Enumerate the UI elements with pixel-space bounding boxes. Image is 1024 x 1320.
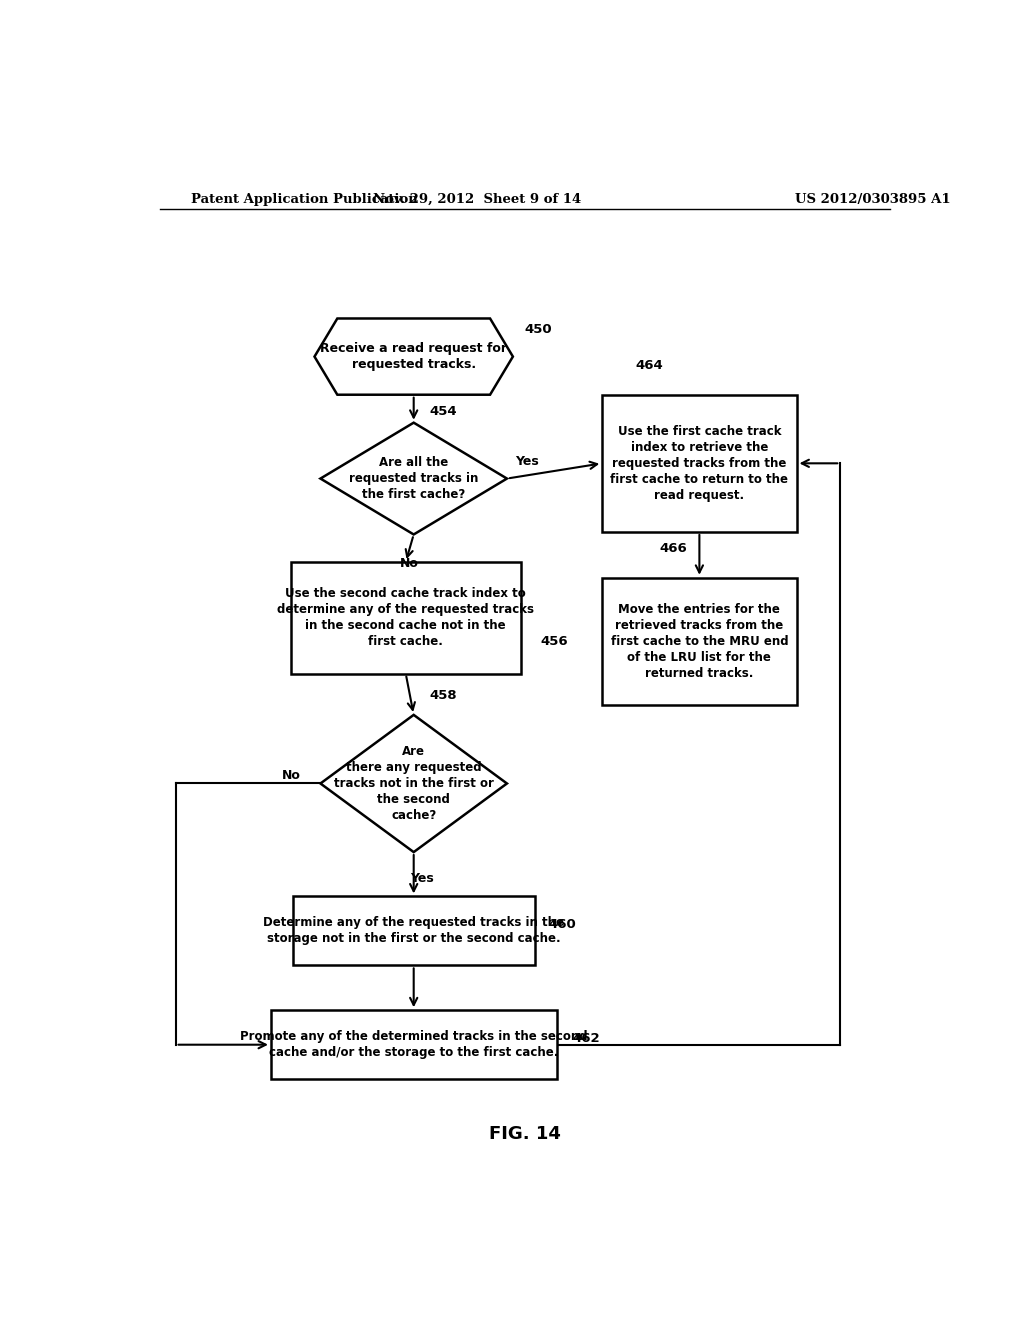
Polygon shape xyxy=(321,715,507,853)
Text: Nov. 29, 2012  Sheet 9 of 14: Nov. 29, 2012 Sheet 9 of 14 xyxy=(373,193,582,206)
Text: Use the first cache track
index to retrieve the
requested tracks from the
first : Use the first cache track index to retri… xyxy=(610,425,788,502)
Text: Patent Application Publication: Patent Application Publication xyxy=(191,193,418,206)
Text: Receive a read request for
requested tracks.: Receive a read request for requested tra… xyxy=(321,342,507,371)
Text: FIG. 14: FIG. 14 xyxy=(488,1125,561,1143)
Text: US 2012/0303895 A1: US 2012/0303895 A1 xyxy=(795,193,950,206)
Text: Move the entries for the
retrieved tracks from the
first cache to the MRU end
of: Move the entries for the retrieved track… xyxy=(610,603,788,680)
Text: Determine any of the requested tracks in the
storage not in the first or the sec: Determine any of the requested tracks in… xyxy=(263,916,564,945)
Text: Are all the
requested tracks in
the first cache?: Are all the requested tracks in the firs… xyxy=(349,457,478,502)
Text: 456: 456 xyxy=(541,635,568,648)
Polygon shape xyxy=(321,422,507,535)
Text: 454: 454 xyxy=(430,405,457,417)
Text: 464: 464 xyxy=(636,359,664,372)
Text: Yes: Yes xyxy=(410,873,433,886)
Text: No: No xyxy=(282,768,301,781)
FancyBboxPatch shape xyxy=(270,1010,557,1080)
Text: No: No xyxy=(400,557,419,570)
FancyBboxPatch shape xyxy=(602,395,797,532)
FancyBboxPatch shape xyxy=(291,562,521,673)
Text: 460: 460 xyxy=(549,917,577,931)
Text: 466: 466 xyxy=(659,541,687,554)
FancyBboxPatch shape xyxy=(293,896,535,965)
Text: 458: 458 xyxy=(430,689,457,702)
FancyBboxPatch shape xyxy=(602,578,797,705)
Polygon shape xyxy=(314,318,513,395)
Text: Promote any of the determined tracks in the second
cache and/or the storage to t: Promote any of the determined tracks in … xyxy=(240,1030,588,1059)
Text: Are
there any requested
tracks not in the first or
the second
cache?: Are there any requested tracks not in th… xyxy=(334,744,494,822)
Text: 450: 450 xyxy=(524,323,552,337)
Text: Use the second cache track index to
determine any of the requested tracks
in the: Use the second cache track index to dete… xyxy=(278,587,535,648)
Text: Yes: Yes xyxy=(515,455,539,469)
Text: 462: 462 xyxy=(572,1032,600,1044)
